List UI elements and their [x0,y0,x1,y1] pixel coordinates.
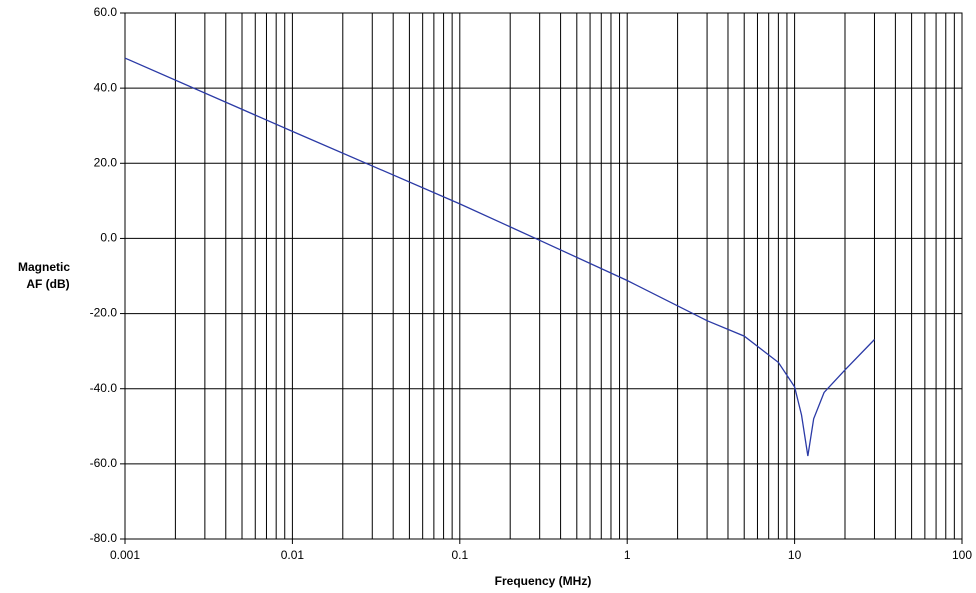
x-tick-label: 0.01 [281,548,305,562]
x-tick-label: 0.001 [110,548,140,562]
y-tick-label: 40.0 [94,80,118,94]
y-tick-label: -80.0 [90,531,118,545]
x-tick-label: 10 [788,548,802,562]
y-tick-label: -20.0 [90,306,118,320]
x-axis-label: Frequency (MHz) [495,574,592,588]
y-tick-label: 60.0 [94,5,118,19]
x-tick-label: 1 [624,548,631,562]
x-tick-label: 0.1 [451,548,468,562]
y-tick-label: -60.0 [90,456,118,470]
y-tick-label: 20.0 [94,155,118,169]
y-axis-label: Magnetic [18,260,70,274]
plot-area [124,12,963,540]
y-axis-label: AF (dB) [26,277,69,291]
y-tick-label: -40.0 [90,381,118,395]
x-tick-label: 100 [952,548,972,562]
y-tick-label: 0.0 [100,231,117,245]
data-line [124,57,875,457]
